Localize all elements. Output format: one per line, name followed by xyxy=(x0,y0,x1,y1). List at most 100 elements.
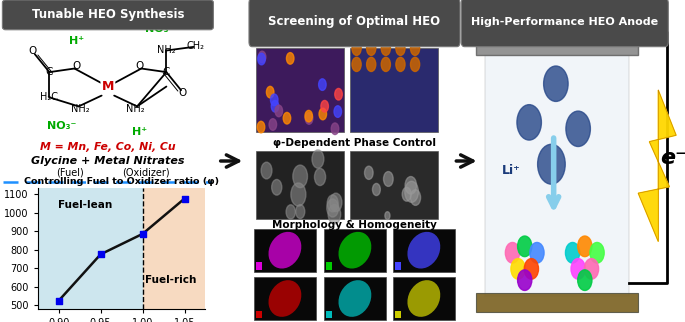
Circle shape xyxy=(566,111,590,147)
Circle shape xyxy=(321,100,328,112)
Circle shape xyxy=(518,236,532,257)
Text: Li⁺: Li⁺ xyxy=(502,164,521,177)
Ellipse shape xyxy=(338,232,371,269)
Bar xyxy=(254,229,316,272)
Circle shape xyxy=(364,166,373,179)
Circle shape xyxy=(518,270,532,290)
Circle shape xyxy=(584,259,599,279)
FancyBboxPatch shape xyxy=(461,0,669,47)
Circle shape xyxy=(258,121,265,133)
Bar xyxy=(476,293,638,312)
Circle shape xyxy=(402,187,411,201)
Bar xyxy=(324,277,386,320)
Bar xyxy=(324,229,386,272)
Circle shape xyxy=(530,242,544,263)
Text: (Fuel): (Fuel) xyxy=(56,168,84,178)
Text: Tunable HEO Synthesis: Tunable HEO Synthesis xyxy=(32,7,184,21)
Circle shape xyxy=(384,172,393,186)
Text: High-Performance HEO Anode: High-Performance HEO Anode xyxy=(471,17,658,27)
Circle shape xyxy=(511,259,525,279)
Circle shape xyxy=(590,242,604,263)
Bar xyxy=(485,55,630,296)
Circle shape xyxy=(524,259,538,279)
Text: φ-Dependent Phase Control: φ-Dependent Phase Control xyxy=(273,138,436,148)
Circle shape xyxy=(312,150,324,168)
Circle shape xyxy=(538,144,565,184)
Bar xyxy=(326,311,332,318)
Text: Glycine + Metal Nitrates: Glycine + Metal Nitrates xyxy=(31,156,185,166)
FancyBboxPatch shape xyxy=(2,0,214,30)
Circle shape xyxy=(373,184,380,195)
Circle shape xyxy=(271,94,278,106)
Circle shape xyxy=(366,41,376,55)
Text: NH₂: NH₂ xyxy=(71,104,90,114)
Text: NH₂: NH₂ xyxy=(126,104,145,114)
Bar xyxy=(350,151,438,219)
Circle shape xyxy=(269,119,277,130)
Circle shape xyxy=(382,57,390,71)
Circle shape xyxy=(577,236,592,257)
Title: Controlling Fuel to Oxidizer ratio (φ): Controlling Fuel to Oxidizer ratio (φ) xyxy=(24,177,219,186)
Circle shape xyxy=(352,57,361,71)
Bar xyxy=(326,262,332,270)
Polygon shape xyxy=(638,90,676,242)
Bar xyxy=(256,262,262,270)
Circle shape xyxy=(319,79,326,90)
Circle shape xyxy=(272,179,282,195)
Bar xyxy=(256,311,262,318)
Circle shape xyxy=(565,242,580,263)
Text: C: C xyxy=(163,67,170,77)
Circle shape xyxy=(396,57,405,71)
Circle shape xyxy=(286,52,294,64)
Circle shape xyxy=(258,51,266,63)
Text: O: O xyxy=(29,46,37,56)
Circle shape xyxy=(306,113,313,124)
Bar xyxy=(256,151,344,219)
Text: Fuel-rich: Fuel-rich xyxy=(145,275,196,285)
Text: M = Mn, Fe, Co, Ni, Cu: M = Mn, Fe, Co, Ni, Cu xyxy=(40,142,175,152)
Circle shape xyxy=(352,41,361,55)
Circle shape xyxy=(366,57,376,71)
Bar xyxy=(476,32,638,55)
Point xyxy=(179,196,190,201)
Circle shape xyxy=(328,205,340,224)
Bar xyxy=(395,262,401,270)
Circle shape xyxy=(332,123,339,135)
Circle shape xyxy=(382,41,390,55)
Text: M: M xyxy=(101,80,114,93)
Circle shape xyxy=(410,41,420,55)
Circle shape xyxy=(266,86,274,98)
Circle shape xyxy=(577,270,592,290)
Circle shape xyxy=(544,66,568,101)
Ellipse shape xyxy=(269,232,301,269)
Text: NH₂: NH₂ xyxy=(157,44,175,55)
Circle shape xyxy=(305,110,312,122)
Circle shape xyxy=(314,168,325,185)
Text: H⁺: H⁺ xyxy=(69,36,84,46)
Circle shape xyxy=(319,108,327,120)
Circle shape xyxy=(335,89,342,100)
Ellipse shape xyxy=(408,232,440,269)
Text: O: O xyxy=(135,61,143,71)
Bar xyxy=(38,188,142,309)
Circle shape xyxy=(517,105,541,140)
Text: H⁺: H⁺ xyxy=(132,127,147,137)
Bar xyxy=(393,229,455,272)
Circle shape xyxy=(327,195,338,212)
Bar xyxy=(395,311,401,318)
Circle shape xyxy=(258,53,265,65)
Text: C: C xyxy=(46,67,53,77)
Bar xyxy=(142,188,206,309)
Circle shape xyxy=(327,199,338,217)
Text: CH₂: CH₂ xyxy=(186,41,205,51)
Circle shape xyxy=(410,190,421,205)
Circle shape xyxy=(291,183,306,206)
Text: H₂C: H₂C xyxy=(40,92,58,102)
Point xyxy=(137,231,148,236)
Text: Screening of Optimal HEO: Screening of Optimal HEO xyxy=(269,15,440,28)
Circle shape xyxy=(571,259,585,279)
Circle shape xyxy=(334,106,342,117)
Circle shape xyxy=(330,193,342,212)
Text: Morphology & Homogeneity: Morphology & Homogeneity xyxy=(272,220,437,231)
Ellipse shape xyxy=(408,280,440,317)
